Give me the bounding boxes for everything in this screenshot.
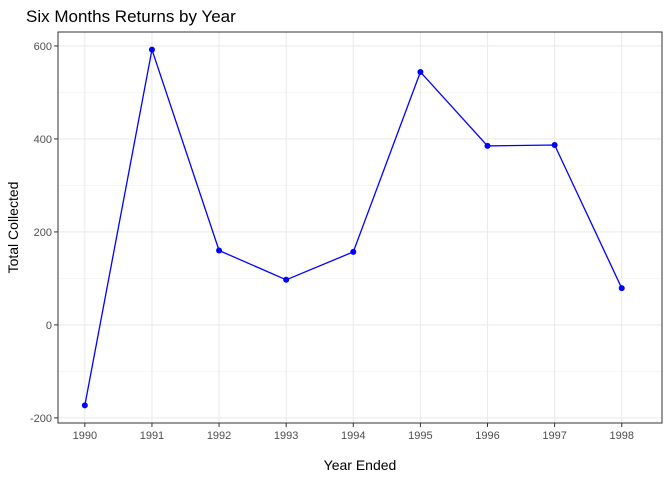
- y-axis-ticks: -200 0 200 400 600: [30, 41, 58, 425]
- y-tick-label: 200: [34, 227, 52, 239]
- data-point: [618, 285, 625, 292]
- data-point: [216, 247, 223, 254]
- x-axis-title: Year Ended: [324, 457, 397, 473]
- data-point: [551, 141, 558, 148]
- x-tick-label: 1992: [207, 430, 231, 442]
- x-axis-ticks: 1990 1991 1992 1993 1994 1995 1996 1997 1998: [73, 423, 634, 442]
- data-point: [350, 248, 357, 255]
- data-point: [148, 46, 155, 53]
- y-tick-label: 0: [46, 320, 52, 332]
- data-point: [283, 276, 290, 283]
- x-tick-label: 1990: [73, 430, 97, 442]
- major-gridlines: [58, 32, 662, 423]
- y-tick-label: 400: [34, 134, 52, 146]
- x-tick-label: 1998: [609, 430, 633, 442]
- x-tick-label: 1996: [475, 430, 499, 442]
- x-tick-label: 1994: [341, 430, 365, 442]
- x-tick-label: 1995: [408, 430, 432, 442]
- plot-border: [57, 31, 663, 424]
- data-point: [81, 402, 88, 409]
- y-axis-title: Total Collected: [5, 182, 21, 274]
- data-point: [484, 142, 491, 149]
- plot-panel: [58, 32, 662, 423]
- chart-title: Six Months Returns by Year: [26, 7, 236, 26]
- y-tick-label: 600: [34, 41, 52, 53]
- x-tick-label: 1991: [140, 430, 164, 442]
- x-tick-label: 1997: [542, 430, 566, 442]
- x-tick-label: 1993: [274, 430, 298, 442]
- minor-gridlines: [58, 92, 662, 372]
- data-point: [417, 68, 424, 75]
- y-tick-label: -200: [30, 413, 52, 425]
- data-points: [81, 46, 625, 409]
